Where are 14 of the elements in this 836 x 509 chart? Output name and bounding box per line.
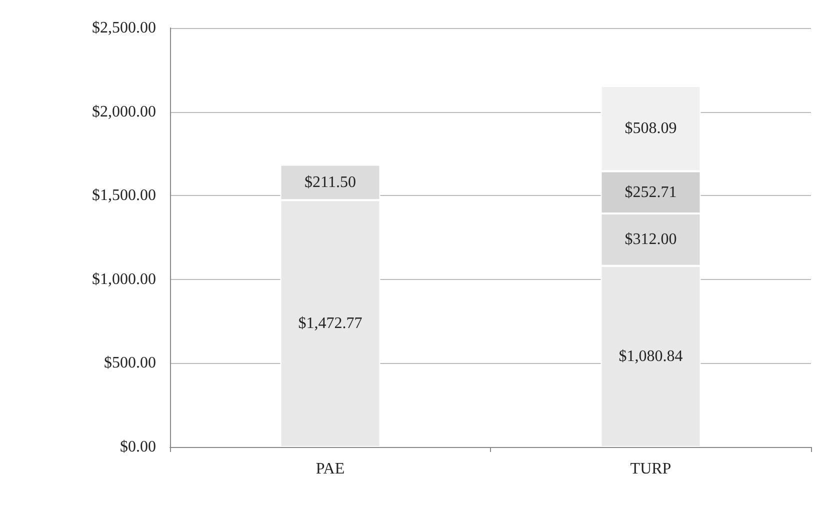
y-tick-label: $0.00 bbox=[120, 438, 156, 456]
y-tick-label: $2,500.00 bbox=[92, 20, 156, 36]
data-label: $252.71 bbox=[624, 184, 677, 201]
data-label: $211.50 bbox=[304, 174, 356, 191]
data-label: $1,080.84 bbox=[618, 348, 683, 365]
y-tick-label: $1,500.00 bbox=[92, 187, 156, 204]
y-tick-label: $2,000.00 bbox=[92, 103, 156, 120]
data-label: $508.09 bbox=[624, 120, 677, 138]
data-label: $1,472.77 bbox=[298, 315, 362, 332]
x-tick-label: TURP bbox=[630, 460, 672, 478]
y-tick-label: $1,000.00 bbox=[92, 270, 156, 288]
y-tick-label: $500.00 bbox=[104, 354, 156, 372]
data-label: $312.00 bbox=[624, 231, 677, 248]
x-tick-label: PAE bbox=[316, 460, 345, 478]
